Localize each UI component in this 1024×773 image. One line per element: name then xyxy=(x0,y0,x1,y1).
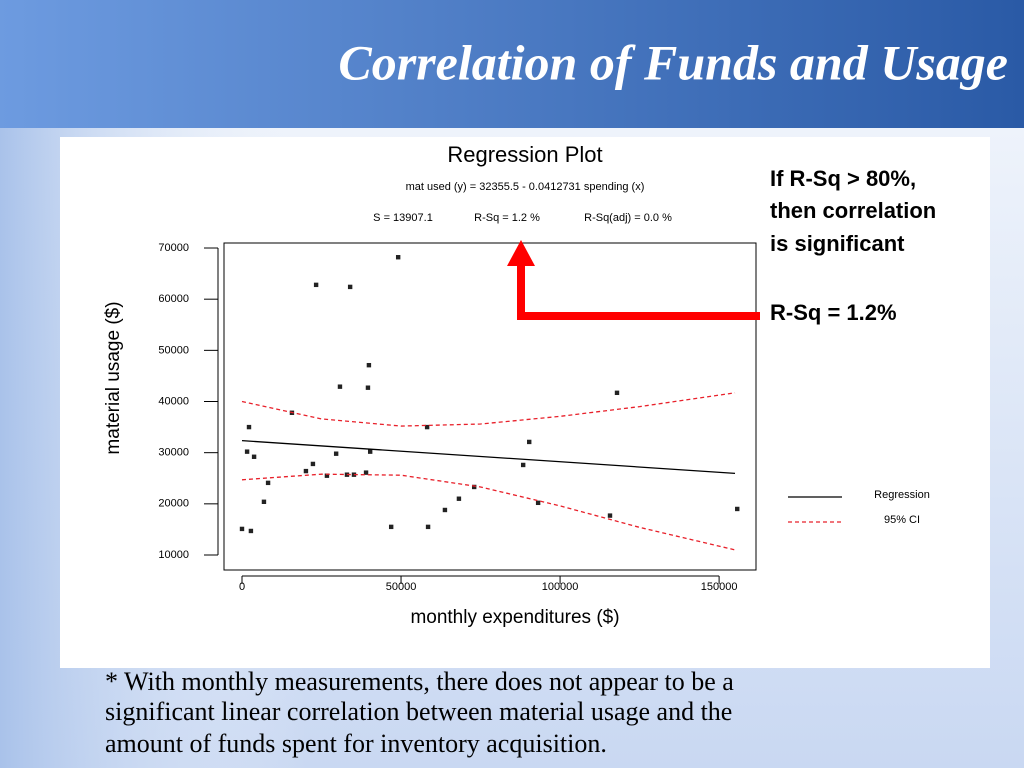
point xyxy=(607,513,613,518)
point xyxy=(367,449,373,454)
annotation: If R-Sq > 80%, then correlation is signi… xyxy=(770,166,936,325)
point xyxy=(333,451,339,456)
point xyxy=(261,499,267,504)
slide-title: Correlation of Funds and Usage xyxy=(338,34,1008,90)
footnote-line: amount of funds spent for inventory acqu… xyxy=(105,729,607,758)
point xyxy=(527,439,532,445)
point xyxy=(365,385,371,390)
point xyxy=(265,480,271,486)
stat: R-Sq(adj) = 0.0 % xyxy=(584,212,672,224)
annotation-line: is significant xyxy=(770,231,905,256)
point xyxy=(520,462,526,468)
point xyxy=(324,473,330,478)
y-axis-label: material usage ($) xyxy=(103,301,124,454)
y-tick-label: 60000 xyxy=(158,293,189,305)
point xyxy=(244,449,250,454)
stat: R-Sq = 1.2 % xyxy=(474,212,540,224)
point xyxy=(442,507,448,513)
y-tick-label: 30000 xyxy=(158,447,189,459)
point xyxy=(303,468,309,474)
y-tick-label: 40000 xyxy=(158,395,189,407)
point xyxy=(310,461,316,467)
y-tick-label: 20000 xyxy=(158,498,189,510)
chart: Regression Plot mat used (y) = 32355.5 -… xyxy=(103,142,930,628)
arrow xyxy=(517,262,760,320)
annotation-line: then correlation xyxy=(770,198,936,223)
y-tick-label: 10000 xyxy=(158,549,189,561)
header xyxy=(0,0,1024,128)
point xyxy=(614,390,620,396)
point xyxy=(251,454,257,459)
point xyxy=(246,424,252,430)
x-tick-label: 150000 xyxy=(701,581,738,593)
arrow-head xyxy=(507,240,535,266)
plot-frame xyxy=(223,242,757,571)
point xyxy=(313,282,319,288)
x-tick-label: 50000 xyxy=(386,581,417,593)
legend-label: Regression xyxy=(874,489,930,501)
x-tick-label: 100000 xyxy=(542,581,579,593)
annotation-line: If R-Sq > 80%, xyxy=(770,166,916,191)
point xyxy=(363,470,369,475)
annotation-line: R-Sq = 1.2% xyxy=(770,300,897,325)
footnote: * With monthly measurements, there does … xyxy=(105,667,734,758)
point xyxy=(347,284,353,290)
chart-panel xyxy=(60,137,990,668)
point xyxy=(366,362,372,368)
point xyxy=(395,255,401,260)
y-tick-label: 70000 xyxy=(158,242,189,254)
point xyxy=(239,526,245,532)
point xyxy=(425,524,431,530)
chart-subtitle: mat used (y) = 32355.5 - 0.0412731 spend… xyxy=(406,181,645,193)
point xyxy=(456,496,462,501)
series-line xyxy=(241,473,736,551)
point xyxy=(424,424,430,430)
point xyxy=(735,506,740,512)
point xyxy=(248,528,254,534)
series-line xyxy=(241,439,736,475)
y-tick-label: 50000 xyxy=(158,344,189,356)
stat: S = 13907.1 xyxy=(373,212,433,224)
legend-label: 95% CI xyxy=(884,514,920,526)
x-tick-label: 0 xyxy=(239,581,245,593)
point xyxy=(337,384,343,389)
point xyxy=(388,524,394,530)
point xyxy=(535,500,541,506)
point xyxy=(471,484,477,490)
footnote-line: significant linear correlation between m… xyxy=(105,697,732,726)
series-line xyxy=(241,392,736,427)
chart-title: Regression Plot xyxy=(447,142,602,167)
x-axis-label: monthly expenditures ($) xyxy=(410,607,619,628)
footnote-line: * With monthly measurements, there does … xyxy=(105,667,734,696)
